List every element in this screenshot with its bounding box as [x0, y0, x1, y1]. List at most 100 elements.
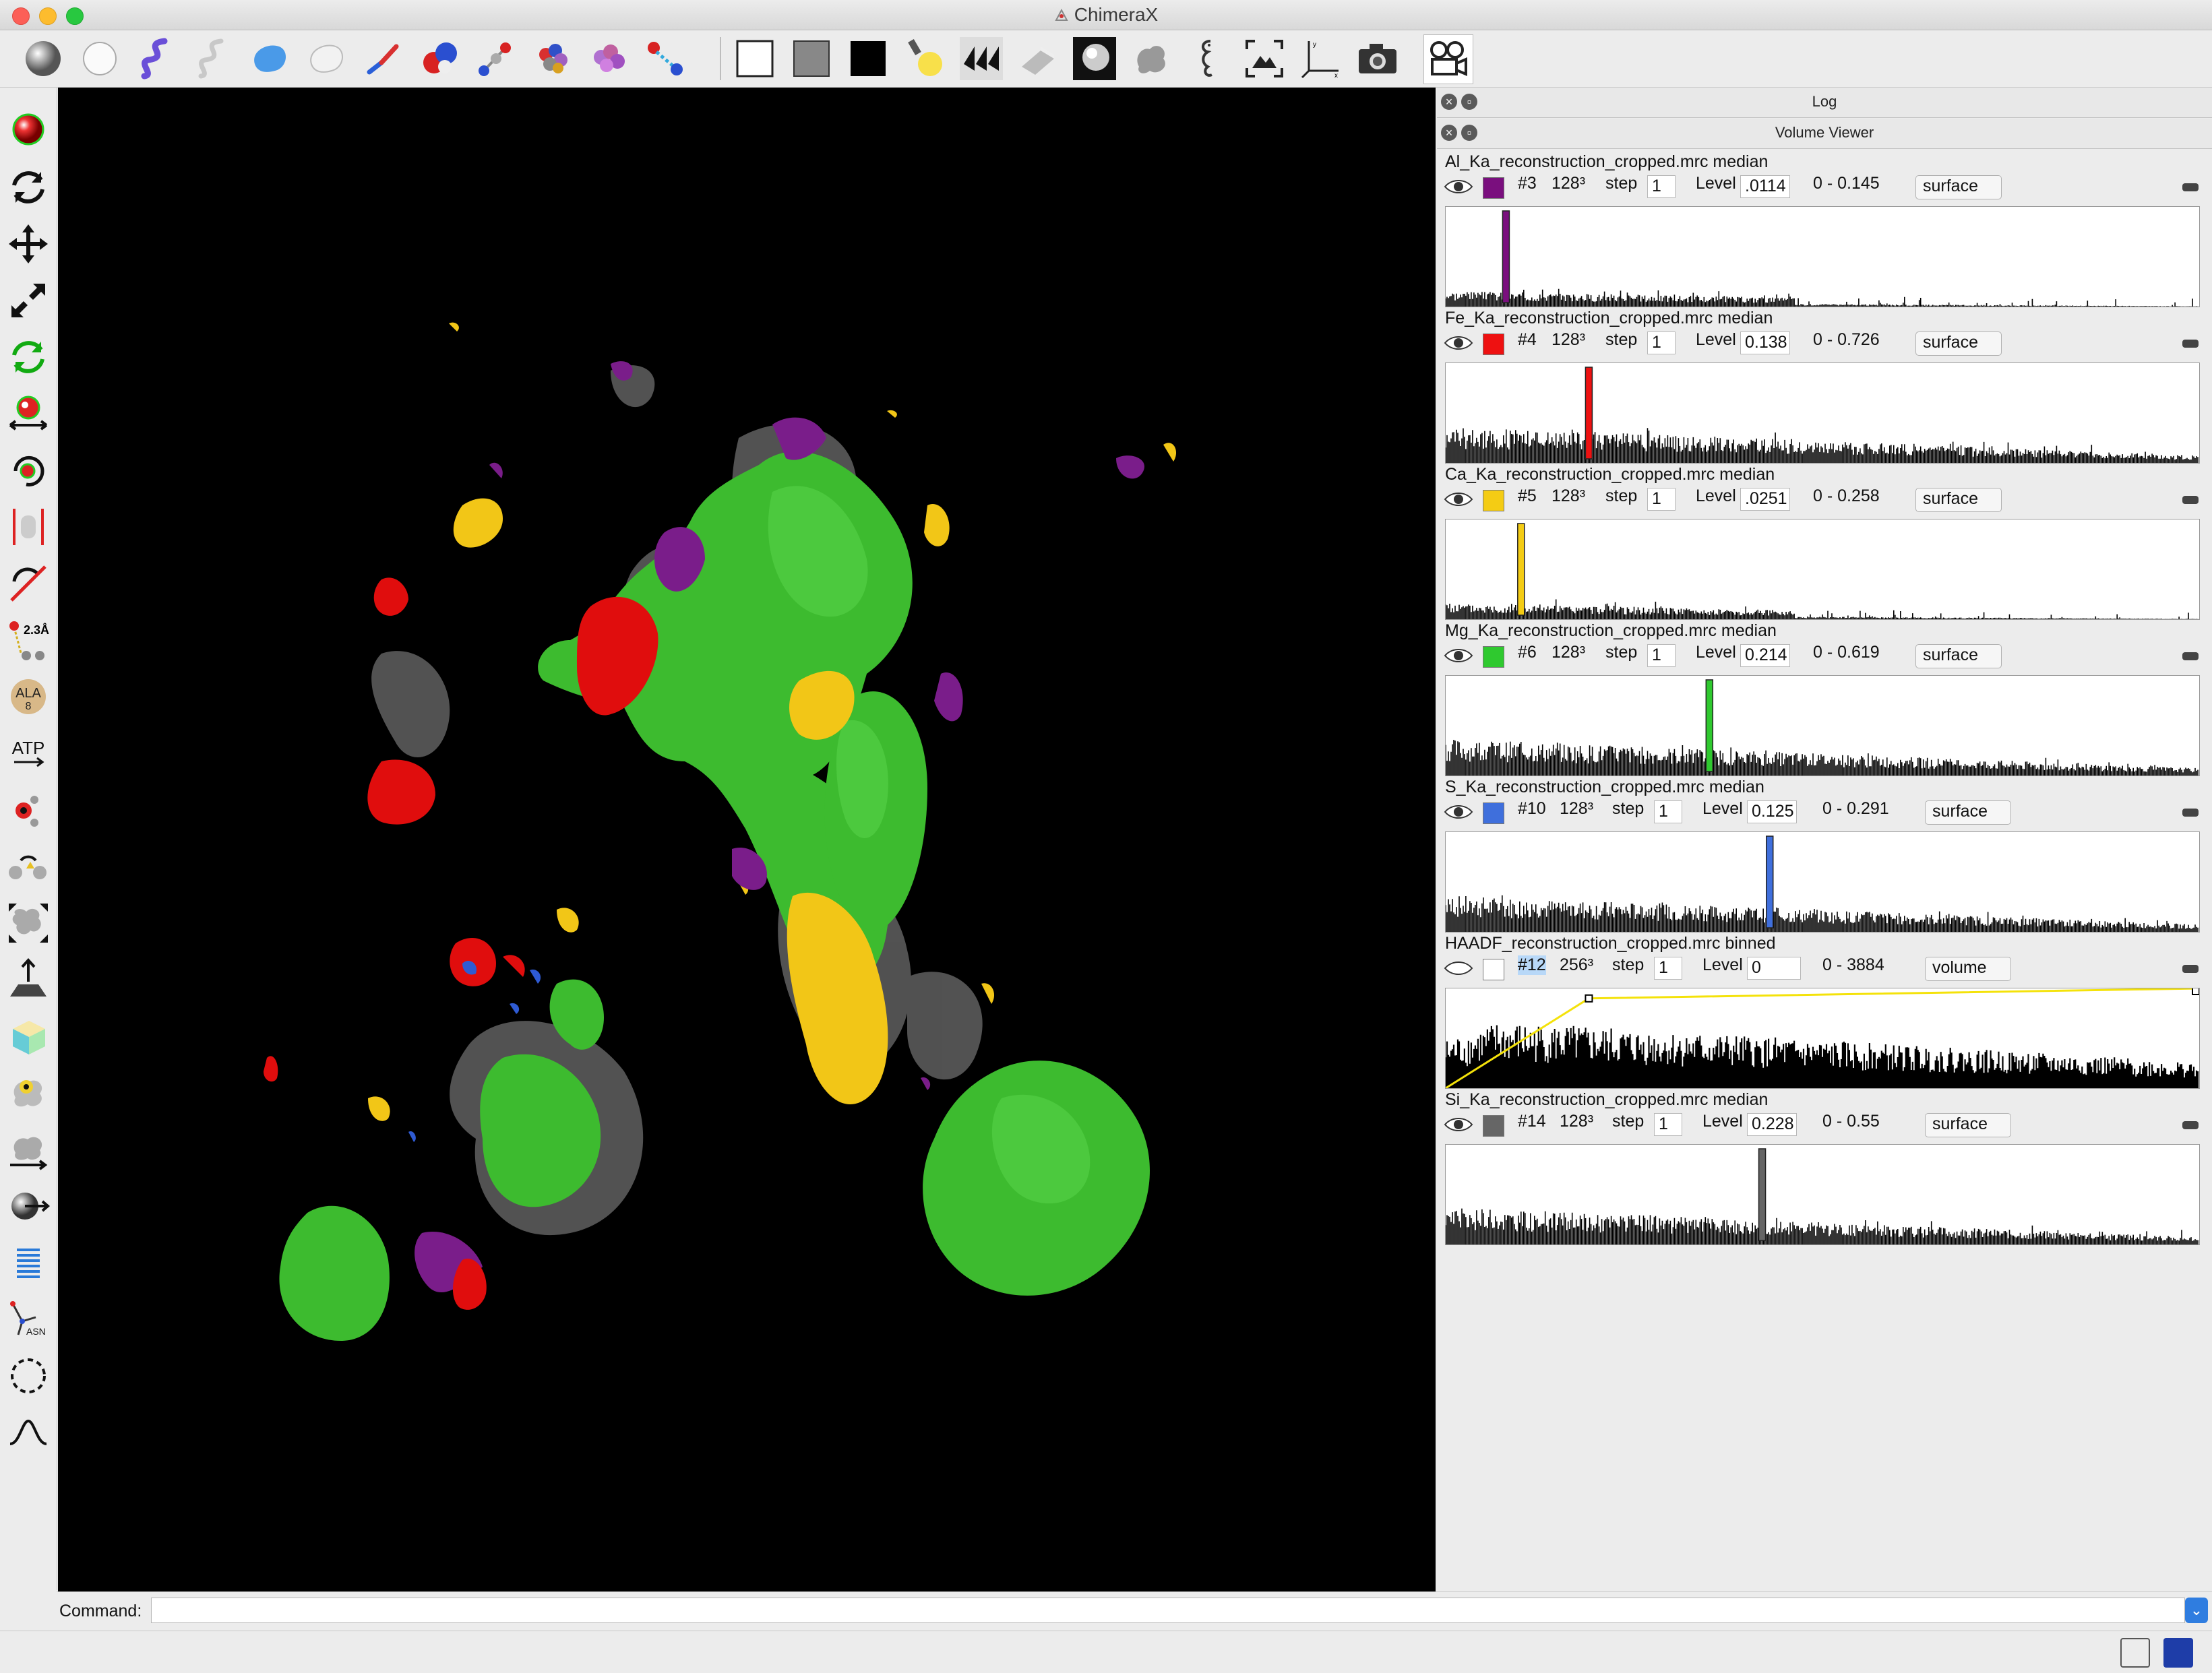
label-icon[interactable]: ALA 8 — [4, 672, 53, 721]
threshold-marker[interactable] — [1765, 835, 1774, 928]
threshold-marker[interactable] — [1758, 1148, 1766, 1241]
style-menu-button[interactable]: surface — [1915, 175, 2002, 199]
white-sphere-icon[interactable] — [75, 34, 124, 83]
step-field[interactable]: 1 — [1647, 332, 1676, 354]
eye-closed-icon[interactable] — [1444, 959, 1473, 982]
collapse-icon[interactable] — [2182, 496, 2199, 504]
level-field[interactable]: .0251 — [1740, 488, 1790, 511]
collapse-icon[interactable] — [2182, 965, 2199, 973]
zone-icon[interactable] — [4, 1182, 53, 1230]
molecule-cartoon-icon[interactable] — [585, 34, 634, 83]
quick-action-icon[interactable] — [2163, 1638, 2193, 1668]
stick-icon[interactable] — [359, 34, 407, 83]
step-field[interactable]: 1 — [1647, 175, 1676, 198]
collapse-icon[interactable] — [2182, 183, 2199, 191]
close-window-button[interactable] — [12, 7, 30, 25]
transfer-node[interactable] — [1585, 994, 1593, 1003]
map-values-icon[interactable] — [4, 1069, 53, 1117]
level-field[interactable]: 0.228 — [1747, 1113, 1797, 1136]
thin-ribbon-icon[interactable] — [189, 34, 237, 83]
histogram[interactable] — [1445, 519, 2200, 620]
collapse-icon[interactable] — [2182, 652, 2199, 660]
volume-color-swatch[interactable] — [1483, 177, 1504, 199]
command-history-dropdown[interactable]: ⌄ — [2185, 1598, 2208, 1623]
ball-stick-icon[interactable] — [415, 34, 464, 83]
collapse-icon[interactable] — [2182, 809, 2199, 817]
spring-icon[interactable] — [4, 1238, 53, 1287]
bond-icon[interactable] — [642, 34, 690, 83]
volume-color-swatch[interactable] — [1483, 334, 1504, 355]
step-field[interactable]: 1 — [1654, 800, 1682, 823]
style-menu-button[interactable]: surface — [1915, 488, 2002, 512]
step-field[interactable]: 1 — [1654, 1113, 1682, 1136]
command-input[interactable] — [151, 1598, 2185, 1623]
contour-icon[interactable] — [4, 1408, 53, 1457]
eye-icon[interactable] — [1444, 178, 1473, 200]
level-field[interactable]: .0114 — [1740, 175, 1790, 198]
ball-sphere-icon[interactable] — [19, 34, 67, 83]
translate-icon[interactable] — [4, 220, 53, 268]
movie-camera-icon[interactable] — [1423, 34, 1473, 84]
ribbon-icon[interactable] — [132, 34, 181, 83]
level-field[interactable]: 0 — [1747, 957, 1801, 980]
lasso-icon[interactable] — [4, 1352, 53, 1400]
selection-inspector-icon[interactable] — [2120, 1638, 2150, 1668]
rotate-bond-icon[interactable] — [4, 446, 53, 495]
histogram[interactable] — [1445, 831, 2200, 933]
volume-viewer-close-icon[interactable]: × — [1441, 125, 1457, 141]
move-plane-icon[interactable] — [4, 955, 53, 1004]
rotate-selected-icon[interactable] — [4, 333, 53, 381]
level-field[interactable]: 0.125 — [1747, 800, 1797, 823]
style-menu-button[interactable]: surface — [1925, 800, 2011, 825]
select-icon[interactable] — [4, 105, 53, 154]
histogram[interactable] — [1445, 988, 2200, 1089]
volume-color-swatch[interactable] — [1483, 646, 1504, 668]
style-menu-button[interactable]: surface — [1925, 1113, 2011, 1137]
maximize-window-button[interactable] — [66, 7, 84, 25]
step-field[interactable]: 1 — [1647, 488, 1676, 511]
level-field[interactable]: 0.214 — [1740, 644, 1790, 667]
graphics-viewport[interactable] — [58, 88, 1436, 1591]
move-atom-icon[interactable] — [4, 389, 53, 438]
resize-icon[interactable] — [4, 899, 53, 947]
lighting-icon[interactable] — [900, 34, 949, 83]
volume-color-swatch[interactable] — [1483, 490, 1504, 511]
eye-icon[interactable] — [1444, 491, 1473, 513]
shadows-icon[interactable] — [957, 34, 1006, 83]
distance-icon[interactable]: 2.3Å — [4, 616, 53, 664]
collapse-icon[interactable] — [2182, 1121, 2199, 1129]
transfer-node[interactable] — [2192, 988, 2199, 995]
rotate-icon[interactable] — [4, 163, 53, 212]
silhouette-icon[interactable] — [1070, 34, 1119, 83]
view-all-icon[interactable] — [1240, 34, 1289, 83]
volume-color-swatch[interactable] — [1483, 959, 1504, 980]
atp-icon[interactable]: ATP — [4, 729, 53, 778]
white-background-icon[interactable] — [731, 34, 779, 83]
pivot-icon[interactable] — [4, 786, 53, 834]
surface-blob-icon[interactable] — [1127, 34, 1175, 83]
volume-color-swatch[interactable] — [1483, 802, 1504, 824]
histogram[interactable] — [1445, 1144, 2200, 1245]
flat-icon[interactable] — [1014, 34, 1062, 83]
step-field[interactable]: 1 — [1647, 644, 1676, 667]
clip-icon[interactable] — [4, 503, 53, 551]
style-menu-button[interactable]: surface — [1915, 644, 2002, 668]
zoom-icon[interactable] — [4, 276, 53, 325]
seahorse-icon[interactable] — [1184, 34, 1232, 83]
delete-icon[interactable] — [4, 559, 53, 608]
step-field[interactable]: 1 — [1654, 957, 1682, 980]
gray-background-icon[interactable] — [787, 34, 836, 83]
blue-surface-icon[interactable] — [245, 34, 294, 83]
eye-icon[interactable] — [1444, 803, 1473, 825]
molecule-atoms-icon[interactable] — [528, 34, 577, 83]
volume-viewer-undock-icon[interactable]: ▫ — [1461, 125, 1477, 141]
ball-stick-small-icon[interactable] — [472, 34, 520, 83]
swap-icon[interactable] — [4, 842, 53, 891]
threshold-marker[interactable] — [1517, 523, 1525, 616]
threshold-marker[interactable] — [1705, 679, 1714, 772]
level-field[interactable]: 0.138 — [1740, 332, 1790, 354]
eye-icon[interactable] — [1444, 334, 1473, 356]
collapse-icon[interactable] — [2182, 340, 2199, 348]
histogram[interactable] — [1445, 206, 2200, 307]
